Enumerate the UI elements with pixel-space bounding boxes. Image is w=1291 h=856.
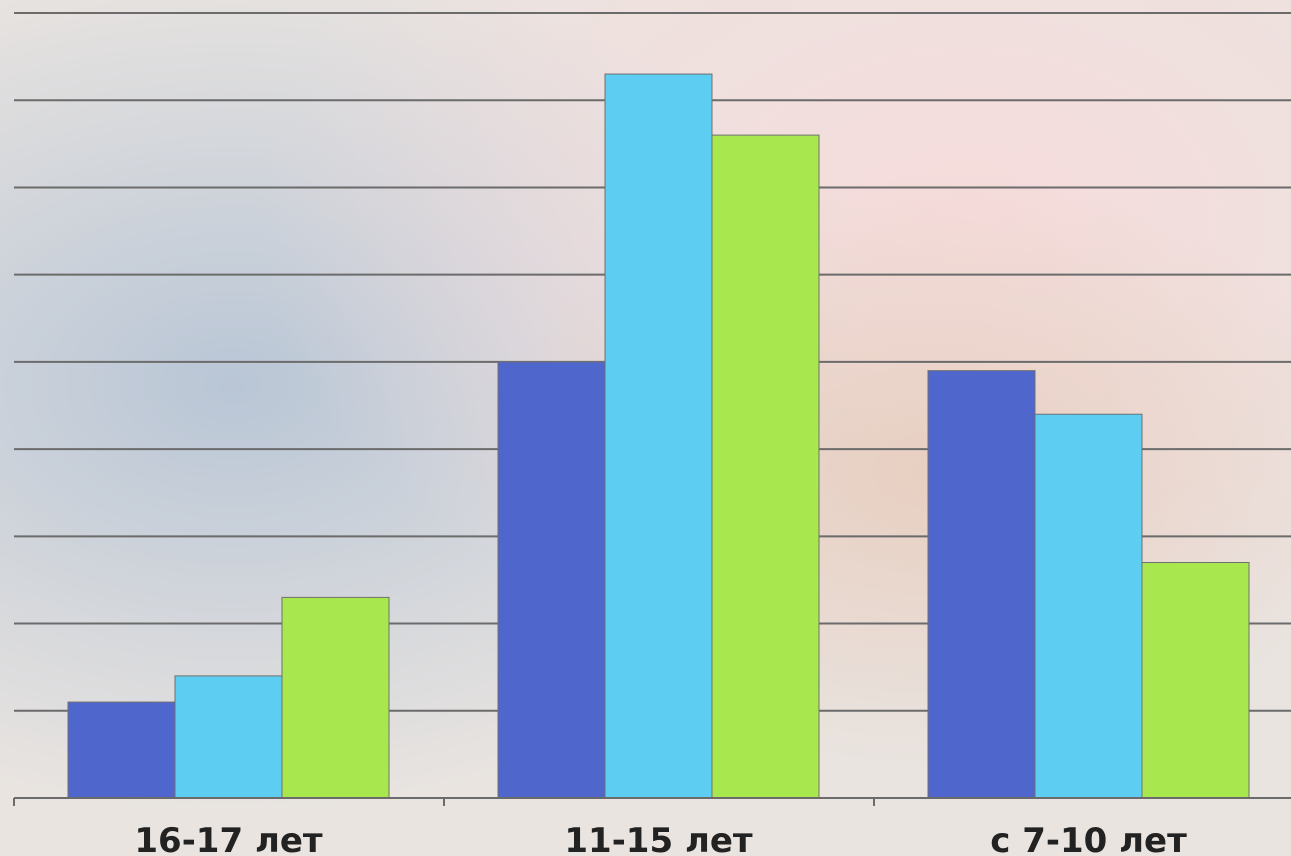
- bar: [67, 701, 176, 799]
- x-tick-label: с 7-10 лет: [990, 821, 1187, 856]
- bar: [1141, 562, 1250, 799]
- bar: [281, 596, 390, 799]
- x-tick-label: 16-17 лет: [134, 821, 323, 856]
- bar: [497, 361, 606, 799]
- bar: [604, 73, 713, 799]
- x-axis: [13, 797, 1291, 806]
- bar: [927, 370, 1036, 799]
- bar: [711, 134, 820, 799]
- x-tick-label: 11-15 лет: [564, 821, 753, 856]
- bar: [174, 675, 283, 799]
- bar: [1034, 413, 1143, 799]
- category-labels: 16-17 лет 11-15 лет с 7-10 лет: [134, 821, 1187, 856]
- bars: [67, 73, 1250, 799]
